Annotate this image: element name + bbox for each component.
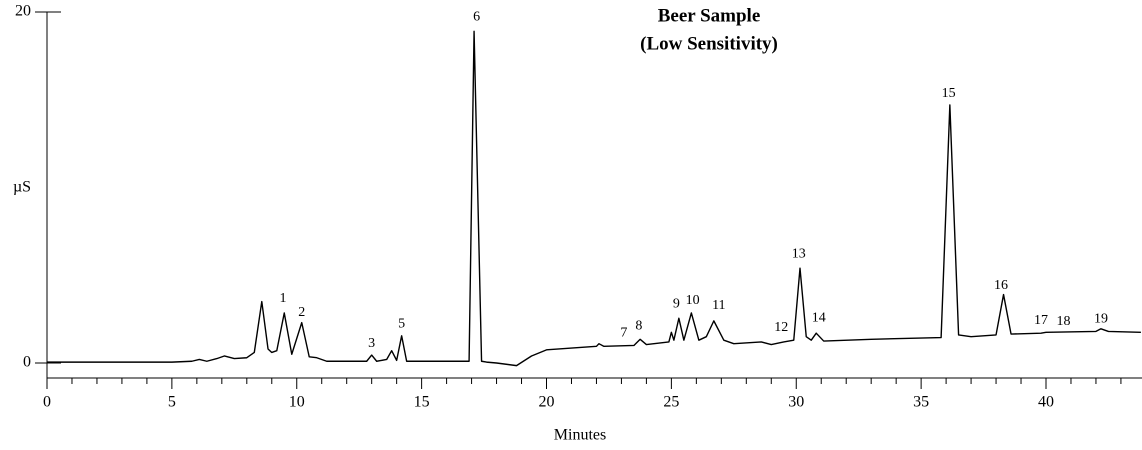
x-tick-label: 25 [663,394,679,411]
peak-label: 6 [473,9,480,24]
peak-label: 16 [994,278,1008,293]
peak-label: 9 [673,296,680,311]
peak-label: 12 [774,320,788,335]
x-tick-label: 35 [913,394,929,411]
chart-title: Beer Sample [658,5,761,26]
peak-label: 8 [635,318,642,333]
peak-label: 14 [812,310,826,325]
x-tick-label: 15 [414,394,430,411]
peak-label: 7 [620,325,627,340]
chart-subtitle: (Low Sensitivity) [640,33,778,54]
peak-label: 1 [280,291,287,306]
peak-label: 18 [1056,314,1070,329]
peak-label: 19 [1094,311,1108,326]
peak-label: 11 [712,298,725,313]
peak-label: 10 [686,293,700,308]
peak-label: 2 [298,305,305,320]
y-axis-label: µS [13,179,31,196]
x-tick-label: 30 [788,394,804,411]
peak-label: 17 [1034,313,1048,328]
peak-label: 3 [368,336,375,351]
peak-label: 13 [792,246,806,261]
y-tick-label: 20 [15,3,31,20]
trace [47,30,1141,367]
x-tick-label: 0 [43,394,51,411]
x-axis-label: Minutes [554,427,606,444]
x-tick-label: 20 [539,394,555,411]
peak-label: 5 [398,317,405,332]
x-tick-label: 40 [1038,394,1054,411]
x-tick-label: 10 [289,394,305,411]
peak-label: 15 [942,86,956,101]
y-tick-label: 0 [23,354,31,371]
x-tick-label: 5 [168,394,176,411]
